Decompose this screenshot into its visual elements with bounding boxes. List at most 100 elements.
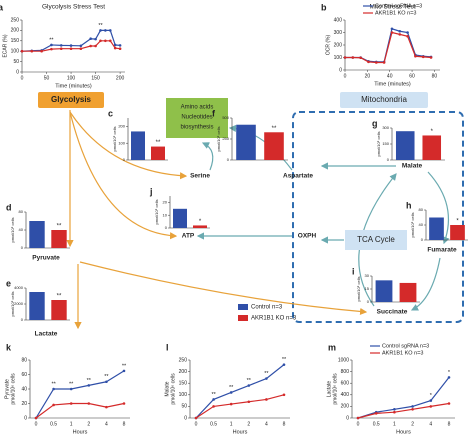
y-axis-label: Malate xyxy=(164,381,170,396)
point xyxy=(50,43,53,47)
point xyxy=(429,405,433,408)
bar xyxy=(450,225,465,240)
x-tick-label: 50 xyxy=(44,75,50,81)
y-tick-label: 250 xyxy=(222,136,229,141)
legend-label: AKR1B1 KO n=3 xyxy=(382,350,423,356)
x-tick-label: 0 xyxy=(35,421,38,427)
y-tick-label: 200 xyxy=(11,28,20,34)
x-tick-label: 150 xyxy=(91,75,100,81)
x-tick-label: 4 xyxy=(105,421,108,427)
y-axis-label: pmol/10⁶ cells xyxy=(154,200,159,225)
node-label: Fumarate xyxy=(427,247,457,254)
point xyxy=(113,43,117,47)
point xyxy=(393,410,396,414)
significance: ** xyxy=(247,378,252,384)
significance: ** xyxy=(57,224,62,230)
point xyxy=(421,55,425,59)
panel-label: h xyxy=(406,200,412,210)
bar xyxy=(51,230,67,248)
node-label: Aspartate xyxy=(283,173,313,180)
node-label: ATP xyxy=(182,233,195,240)
point xyxy=(122,402,126,405)
significance: ** xyxy=(87,378,92,384)
significance: ** xyxy=(98,23,103,29)
y-tick-label: 150 xyxy=(11,38,20,44)
x-tick-label: 100 xyxy=(67,75,76,81)
panel-label: m xyxy=(328,342,336,352)
x-tick-label: 0 xyxy=(344,73,347,79)
point xyxy=(247,384,251,387)
y-tick-label: 0 xyxy=(227,157,230,162)
x-axis-label: Hours xyxy=(233,429,248,435)
point xyxy=(94,44,97,48)
legend-label: Control n=3 xyxy=(251,305,283,311)
significance: ** xyxy=(57,294,62,300)
significance: * xyxy=(456,219,459,225)
point xyxy=(104,29,107,32)
y-tick-label: 200 xyxy=(334,42,343,48)
point xyxy=(69,402,73,405)
x-tick-label: 0.5 xyxy=(210,421,217,427)
point xyxy=(52,403,55,407)
y-tick-label: 20 xyxy=(163,199,168,204)
point xyxy=(414,54,417,58)
node-label: OXPH xyxy=(298,233,317,240)
significance: ** xyxy=(51,381,56,387)
point xyxy=(87,402,91,405)
point xyxy=(406,31,409,34)
y-tick-label: 150 xyxy=(179,381,188,387)
x-axis-label: Hours xyxy=(396,429,411,435)
node-label: Malate xyxy=(402,163,423,170)
biosynthesis-box xyxy=(166,98,228,138)
y-tick-label: 100 xyxy=(118,140,125,145)
y-tick-label: 20 xyxy=(21,401,27,407)
significance: ** xyxy=(156,140,161,146)
y-tick-label: 150 xyxy=(382,141,389,146)
y-tick-label: 50 xyxy=(13,59,19,65)
point xyxy=(374,412,378,415)
point xyxy=(390,31,394,34)
mitochondria-box xyxy=(340,92,428,108)
point xyxy=(87,384,91,387)
biosynthesis-label: biosynthesis xyxy=(180,125,213,131)
series-line xyxy=(345,31,432,64)
y-axis-label: pmol/10⁶ cells xyxy=(170,373,176,405)
y-tick-label: 0 xyxy=(165,225,168,230)
point xyxy=(89,37,92,41)
bar xyxy=(51,300,67,320)
y-axis-label: pmol/10⁶ cells xyxy=(332,373,338,405)
point xyxy=(282,363,286,366)
x-tick-label: 4 xyxy=(429,421,432,427)
panel-label: g xyxy=(372,118,378,128)
point xyxy=(367,60,370,64)
y-tick-label: 80 xyxy=(19,209,24,214)
significance: ** xyxy=(49,37,54,43)
panel-label: l xyxy=(166,342,169,352)
x-tick-label: 0.5 xyxy=(50,421,57,427)
y-tick-label: 60 xyxy=(21,372,27,378)
chart-title: Glycolysis Stress Test xyxy=(42,4,105,11)
point xyxy=(393,408,396,411)
y-axis-label: OCR (%) xyxy=(325,35,331,56)
glycolysis-label: Glycolysis xyxy=(51,95,92,104)
significance: * xyxy=(431,129,434,135)
x-tick-label: 80 xyxy=(432,73,438,79)
x-tick-label: 4 xyxy=(265,421,268,427)
y-tick-label: 15 xyxy=(365,286,370,291)
x-tick-label: 0.5 xyxy=(373,421,380,427)
point xyxy=(229,391,233,394)
point xyxy=(69,47,73,51)
point xyxy=(406,34,409,38)
point xyxy=(343,56,347,59)
point xyxy=(40,49,43,53)
bar xyxy=(422,135,442,160)
y-axis-label: pmol/10⁶ cells xyxy=(10,292,15,317)
y-tick-label: 600 xyxy=(341,381,350,387)
panel-label: j xyxy=(149,186,153,196)
x-tick-label: 0 xyxy=(195,421,198,427)
point xyxy=(247,400,251,404)
y-tick-label: 100 xyxy=(11,49,20,55)
y-tick-label: 200 xyxy=(118,123,125,128)
point xyxy=(390,27,394,31)
point xyxy=(104,39,107,43)
